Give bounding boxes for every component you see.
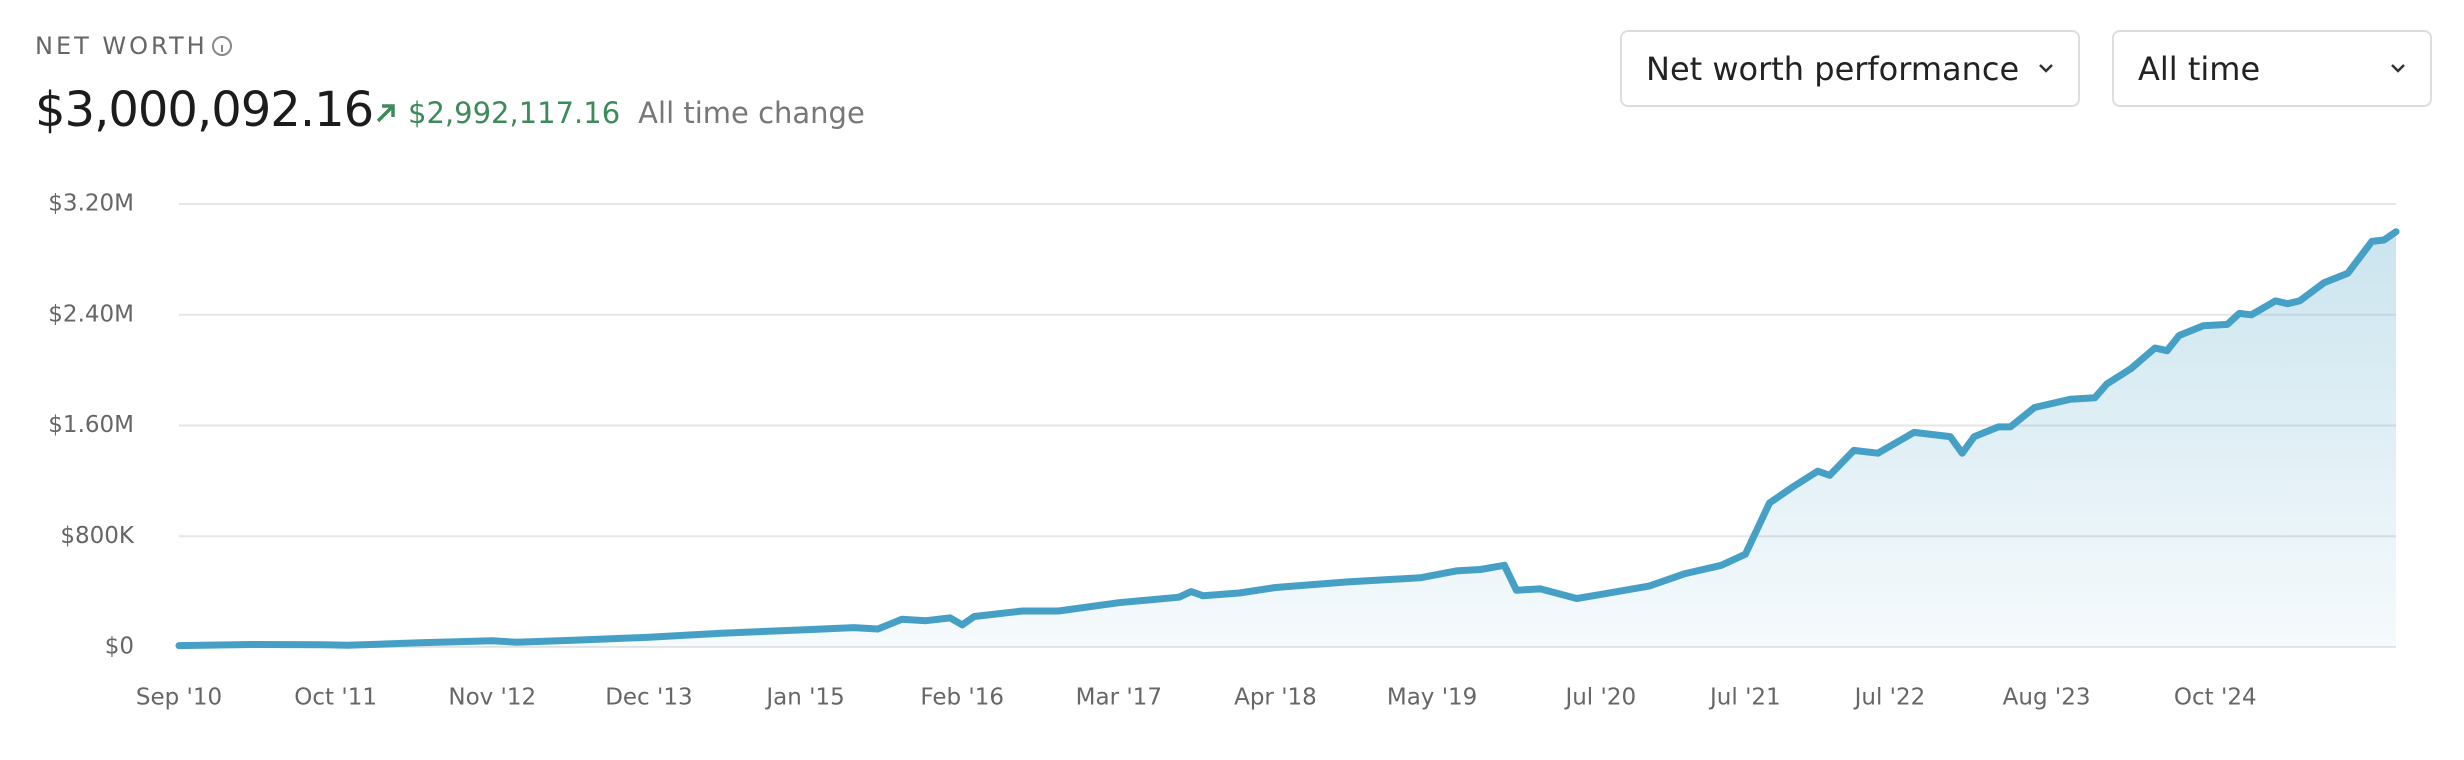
- area: [179, 231, 2396, 647]
- x-tick-label: Oct '11: [294, 685, 377, 711]
- dropdown-text: Net worth performance: [1646, 49, 2020, 88]
- chevron: [2391, 64, 2405, 73]
- x-tick-label: Jul '20: [1563, 685, 1636, 711]
- dropdown-text: All time: [2138, 49, 2261, 88]
- line: [175, 228, 2400, 650]
- y-tick-label: $3.20M: [48, 191, 134, 217]
- chevron: [2039, 64, 2053, 73]
- x-tick-label: Sep '10: [136, 685, 222, 711]
- view-dropdown[interactable]: Net worth performance: [1620, 30, 2080, 107]
- y-tick-label: $800K: [60, 523, 135, 549]
- range-dropdown[interactable]: All time: [2112, 30, 2432, 107]
- change-value: $2,992,117.16: [408, 96, 621, 130]
- y-tick-label: $0: [105, 634, 134, 660]
- y-tick-label: $1.60M: [48, 412, 134, 438]
- x-tick-label: Jul '22: [1853, 685, 1926, 711]
- x-tick-label: Jan '15: [764, 685, 844, 711]
- change-label: All time change: [638, 96, 865, 130]
- x-tick-label: Oct '24: [2174, 685, 2257, 711]
- x-tick-label: Mar '17: [1076, 685, 1162, 711]
- x-tick-label: Nov '12: [448, 685, 536, 711]
- info-icon[interactable]: [212, 36, 232, 56]
- x-tick-label: Dec '13: [605, 685, 692, 711]
- x-tick-label: Feb '16: [920, 685, 1004, 711]
- section-label: NET WORTH: [35, 32, 208, 60]
- y-tick-label: $2.40M: [48, 301, 134, 327]
- up-arrow: [376, 104, 395, 123]
- net-worth-value: $3,000,092.16: [35, 82, 374, 138]
- change: $2,992,117.16 All time change: [374, 96, 865, 130]
- x-tick-label: May '19: [1387, 685, 1477, 711]
- x-tick-label: Apr '18: [1234, 685, 1317, 711]
- x-tick-label: Aug '23: [2003, 685, 2091, 711]
- x-tick-label: Jul '21: [1708, 685, 1781, 711]
